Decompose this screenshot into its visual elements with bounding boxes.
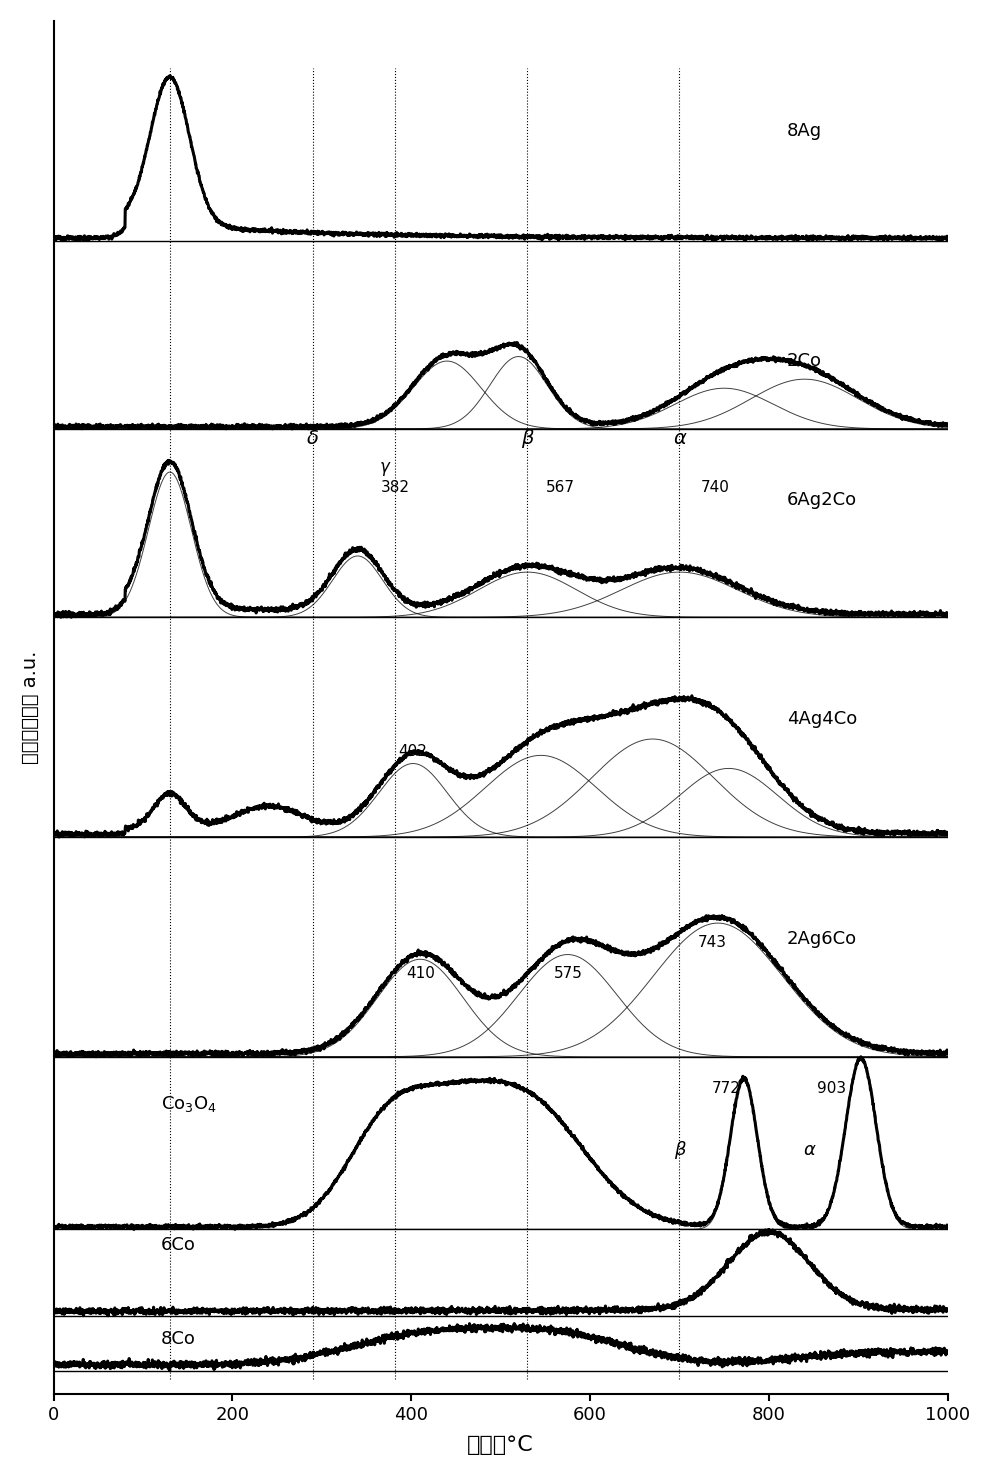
Text: α: α xyxy=(673,428,686,447)
Text: 743: 743 xyxy=(698,936,726,951)
Text: 8Co: 8Co xyxy=(161,1330,196,1348)
X-axis label: 温度／°C: 温度／°C xyxy=(468,1435,534,1455)
Text: 903: 903 xyxy=(817,1080,846,1097)
Text: α: α xyxy=(803,1141,815,1159)
Text: Co$_3$O$_4$: Co$_3$O$_4$ xyxy=(161,1094,217,1114)
Text: 6Ag2Co: 6Ag2Co xyxy=(787,490,857,509)
Text: γ: γ xyxy=(380,458,389,477)
Text: 2Ag6Co: 2Ag6Co xyxy=(787,930,857,948)
Text: β: β xyxy=(674,1141,685,1159)
Text: 8Ag: 8Ag xyxy=(787,121,822,140)
Text: 567: 567 xyxy=(546,480,575,494)
Text: β: β xyxy=(521,428,534,447)
Text: 6Co: 6Co xyxy=(161,1235,196,1255)
Y-axis label: 氢气消耗量／ a.u.: 氢气消耗量／ a.u. xyxy=(21,651,40,765)
Text: 575: 575 xyxy=(554,967,583,982)
Text: 402: 402 xyxy=(398,744,427,759)
Text: 410: 410 xyxy=(405,967,435,982)
Text: 2Co: 2Co xyxy=(787,353,822,370)
Text: 4Ag4Co: 4Ag4Co xyxy=(787,710,857,728)
Text: 382: 382 xyxy=(381,480,409,494)
Text: δ: δ xyxy=(307,428,319,447)
Text: 740: 740 xyxy=(701,480,729,494)
Text: 772: 772 xyxy=(712,1080,740,1097)
